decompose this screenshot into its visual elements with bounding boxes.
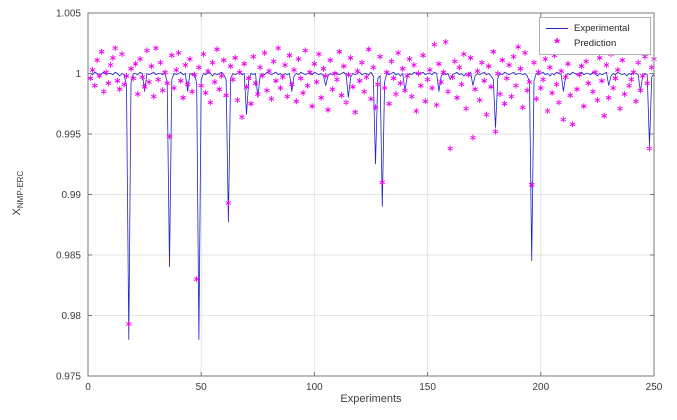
svg-text:0.98: 0.98	[62, 311, 82, 322]
legend-marker-sample: *	[544, 34, 570, 52]
legend-line-sample	[544, 28, 570, 29]
svg-text:150: 150	[419, 382, 436, 393]
svg-text:100: 100	[306, 382, 323, 393]
svg-text:200: 200	[532, 382, 549, 393]
svg-text:50: 50	[196, 382, 208, 393]
svg-text:0.99: 0.99	[62, 190, 82, 201]
svg-text:1.005: 1.005	[56, 9, 81, 20]
prediction-asterisk-icon: *	[554, 34, 560, 52]
y-axis-label-subscript: NMP-ERC	[16, 170, 26, 209]
svg-text:0.995: 0.995	[56, 130, 81, 141]
legend-label-prediction: Prediction	[574, 38, 617, 49]
svg-text:0.985: 0.985	[56, 251, 81, 262]
legend-item-experimental: Experimental	[544, 21, 646, 36]
svg-text:0: 0	[85, 382, 91, 393]
y-axis-label-base: X	[10, 208, 23, 216]
x-axis-label: Experiments	[340, 393, 402, 405]
svg-text:250: 250	[646, 382, 663, 393]
legend: Experimental * Prediction	[539, 17, 651, 55]
legend-item-prediction: * Prediction	[544, 36, 646, 51]
svg-text:1: 1	[75, 69, 81, 80]
y-axis-label: XNMP-ERC	[11, 113, 25, 273]
legend-label-experimental: Experimental	[574, 23, 630, 34]
experimental-line-icon	[546, 28, 568, 29]
svg-text:0.975: 0.975	[56, 372, 81, 383]
